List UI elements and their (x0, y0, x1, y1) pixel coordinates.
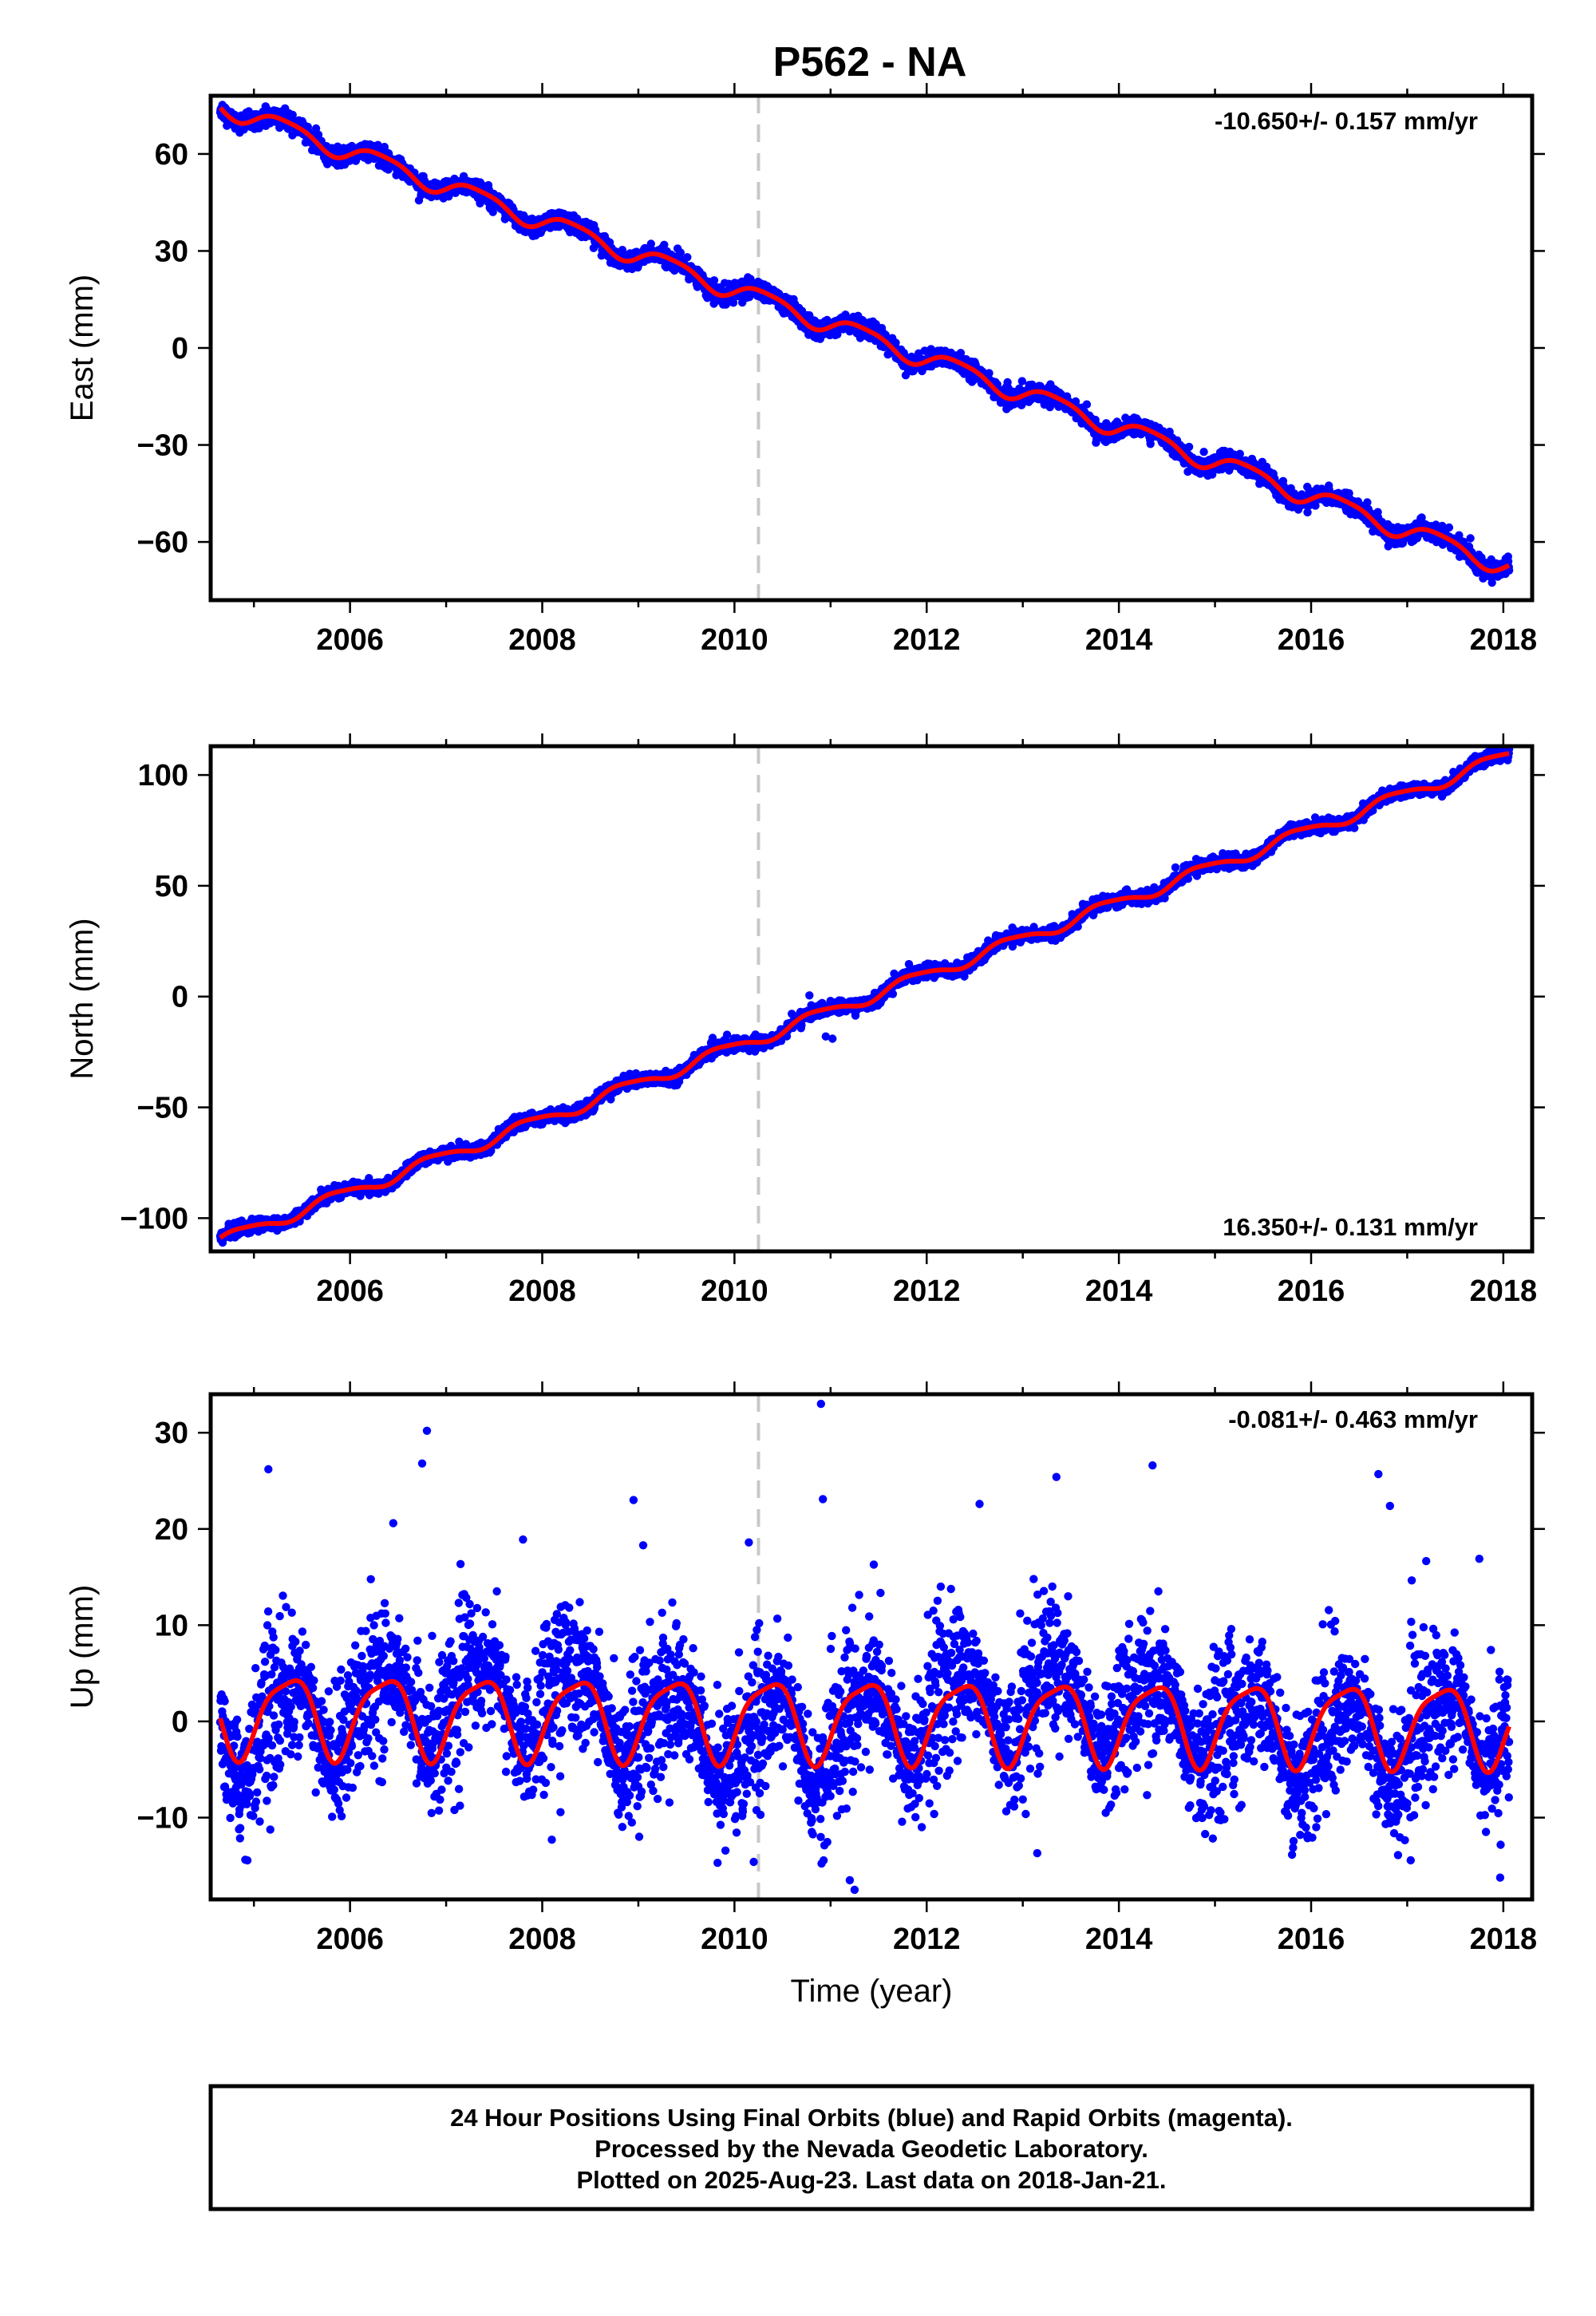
y-tick-label: −60 (137, 526, 188, 559)
data-point (660, 240, 669, 249)
data-point (1303, 508, 1312, 517)
rate-label: -10.650+/- 0.157 mm/yr (1215, 107, 1478, 135)
x-tick-label: 2014 (1085, 623, 1153, 657)
x-tick-label: 2012 (893, 623, 961, 657)
x-tick-label: 2010 (701, 623, 768, 657)
data-point (1017, 377, 1027, 385)
figure-title: P562 - NA (773, 39, 967, 85)
data-point (1466, 534, 1475, 543)
y-tick-label: 60 (155, 138, 188, 172)
data-point (646, 239, 655, 248)
data-point (476, 199, 484, 207)
data-points (215, 746, 1514, 1247)
east-panel: 2006 2008 2010 2012 2014 2016 2018 −60 −30 0 30 60 E… (65, 83, 1545, 657)
data-point (1235, 449, 1245, 458)
data-point (1082, 400, 1092, 409)
data-point (676, 248, 685, 257)
data-point (1184, 442, 1194, 452)
data-point (311, 124, 321, 133)
data-point (871, 320, 880, 329)
data-point (1487, 578, 1496, 587)
data-point (1146, 440, 1155, 449)
north-panel: 2006 2008 2010 2012 2014 2016 2018−100−5005010… (65, 733, 1545, 1308)
data-point (1444, 523, 1454, 532)
data-point (1199, 448, 1208, 456)
y-axis-label: East (mm) (65, 275, 100, 421)
data-point (729, 298, 738, 307)
x-tick-label: 2008 (508, 623, 576, 657)
data-point (891, 338, 900, 347)
y-tick-label: −30 (137, 429, 188, 463)
x-tick-label: 2016 (1278, 623, 1345, 657)
x-tick-label: 2018 (1470, 623, 1538, 657)
data-point (683, 253, 692, 262)
y-tick-label: 30 (155, 235, 188, 268)
x-tick-label: 2006 (316, 623, 384, 657)
y-tick-label: 0 (172, 332, 188, 366)
